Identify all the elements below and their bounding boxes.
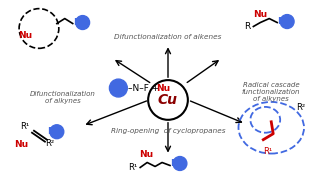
- Text: –N–F +: –N–F +: [128, 84, 162, 93]
- Text: R: R: [244, 22, 251, 31]
- Text: N: N: [47, 127, 54, 136]
- Text: N: N: [277, 17, 285, 26]
- Text: R¹: R¹: [128, 163, 137, 172]
- Text: Nu: Nu: [156, 84, 170, 93]
- Circle shape: [50, 125, 64, 139]
- Text: Radical cascade
functionalization
of alkynes: Radical cascade functionalization of alk…: [242, 82, 300, 102]
- Text: R¹: R¹: [263, 147, 272, 156]
- Circle shape: [173, 156, 187, 170]
- Text: R²: R²: [296, 103, 305, 112]
- Text: Ring-opening  of cyclopropanes: Ring-opening of cyclopropanes: [111, 128, 225, 134]
- Text: R¹: R¹: [20, 122, 30, 131]
- Text: Nu: Nu: [253, 10, 267, 19]
- Text: Cu: Cu: [158, 93, 178, 107]
- Text: Difunctionalization
of alkynes: Difunctionalization of alkynes: [30, 91, 96, 105]
- Text: Nu: Nu: [139, 150, 153, 159]
- Circle shape: [110, 79, 127, 97]
- Text: Nu: Nu: [14, 140, 28, 149]
- Text: Nu: Nu: [18, 31, 32, 40]
- Text: Difunctionalization of alkenes: Difunctionalization of alkenes: [114, 34, 222, 40]
- Text: N: N: [170, 159, 178, 168]
- Circle shape: [280, 15, 294, 29]
- Text: N: N: [73, 18, 80, 27]
- Circle shape: [76, 15, 90, 29]
- Text: R²: R²: [45, 139, 54, 148]
